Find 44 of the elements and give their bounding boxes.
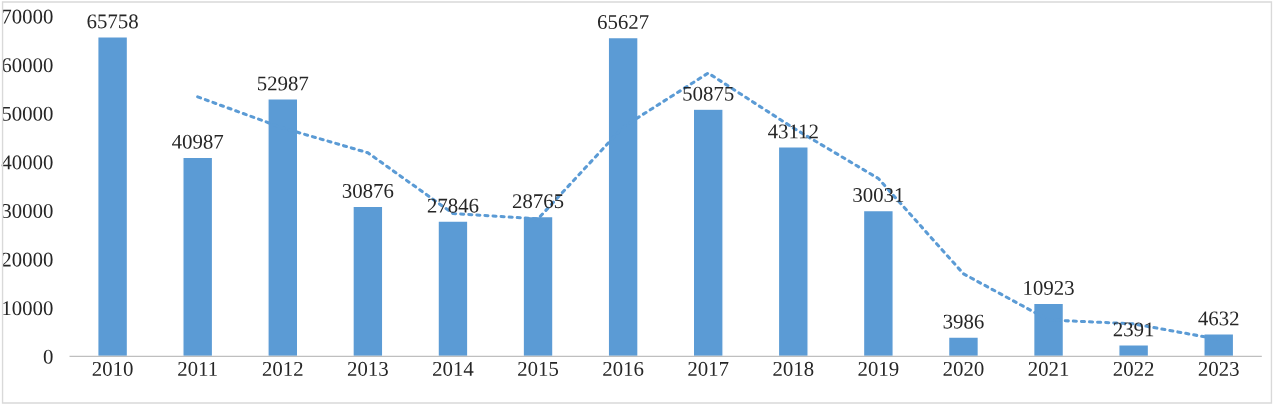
x-tick-label: 2017 [688, 361, 729, 376]
x-tick-label: 2010 [92, 361, 133, 376]
x-tick-label: 2013 [347, 361, 388, 376]
data-label: 10923 [1024, 280, 1074, 295]
data-label: 30876 [342, 183, 394, 198]
bar [182, 156, 214, 357]
data-label: 65627 [597, 15, 649, 30]
data-label: 3986 [943, 314, 984, 329]
x-tick-label: 2018 [773, 361, 814, 376]
x-tick-label: 2016 [603, 361, 644, 376]
data-label: 50875 [683, 86, 734, 101]
data-label: 52987 [257, 76, 309, 91]
y-tick-label: 50000 [2, 106, 53, 121]
bar [437, 220, 469, 357]
y-tick-label: 20000 [2, 252, 53, 267]
data-label: 65758 [87, 14, 138, 29]
x-tick-label: 2014 [433, 361, 474, 376]
data-label: 40987 [172, 134, 224, 149]
bar [352, 205, 384, 357]
y-tick-label: 10000 [3, 301, 53, 316]
bar [777, 146, 809, 357]
y-tick-label: 40000 [1, 155, 53, 170]
bar [1118, 344, 1150, 357]
x-tick-label: 2022 [1113, 361, 1154, 376]
x-tick-label: 2019 [858, 361, 899, 376]
x-tick-label: 2023 [1198, 361, 1239, 376]
data-label: 2391 [1113, 322, 1154, 337]
data-label: 4632 [1198, 311, 1239, 326]
data-label: 28765 [512, 194, 564, 209]
bar [97, 36, 129, 357]
x-tick-label: 2020 [943, 361, 984, 376]
x-tick-label: 2011 [178, 361, 217, 376]
x-tick-label: 2015 [518, 361, 559, 376]
data-label: 30031 [853, 187, 904, 203]
bar [947, 336, 980, 357]
y-tick-label: 30000 [2, 203, 53, 219]
bar [862, 209, 894, 357]
data-label: 27846 [427, 198, 479, 213]
x-tick-label: 2012 [262, 361, 303, 376]
x-tick-label: 2021 [1028, 361, 1069, 376]
y-tick-label: 60000 [2, 58, 53, 73]
y-tick-label: 70000 [2, 9, 53, 24]
y-tick-label: 0 [43, 349, 53, 364]
bar [692, 108, 724, 357]
